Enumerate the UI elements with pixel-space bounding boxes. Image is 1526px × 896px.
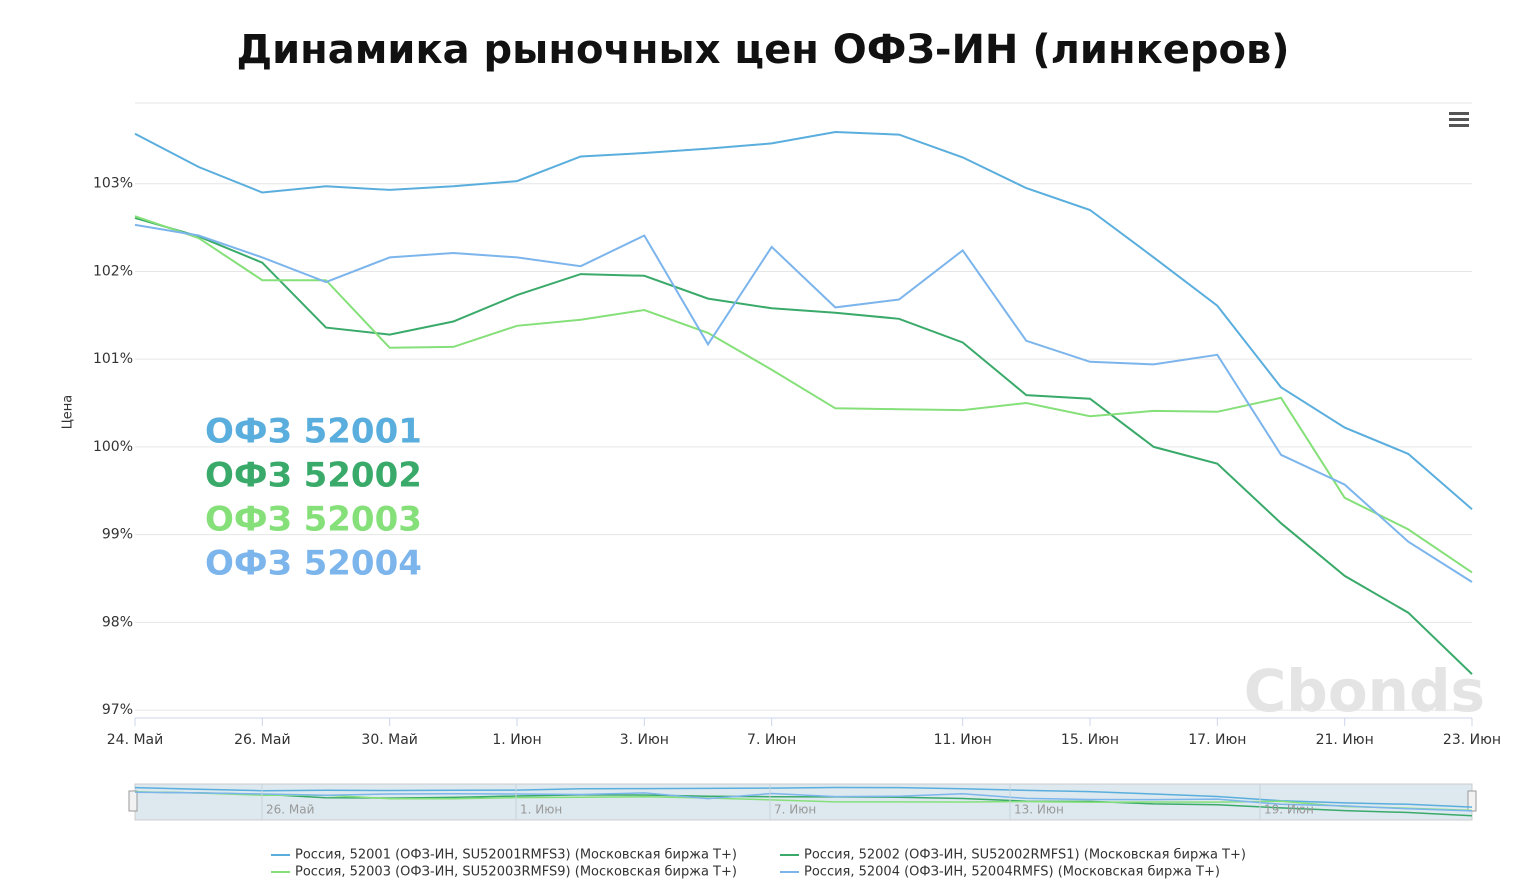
y-tick-label: 102% [93, 263, 133, 279]
navigator-handle[interactable] [128, 790, 138, 812]
navigator-line [134, 786, 1473, 808]
navigator-label: 1. Июн [520, 803, 562, 817]
navigator-label: 26. Май [266, 803, 314, 817]
x-tick-label: 1. Июн [492, 732, 541, 748]
x-tick-label: 3. Июн [620, 732, 669, 748]
chart-title: Динамика рыночных цен ОФЗ-ИН (линкеров) [236, 27, 1289, 73]
series-line [134, 223, 1473, 583]
x-tick-label: 26. Май [234, 732, 290, 748]
navigator-handle[interactable] [1467, 790, 1477, 812]
y-tick-label: 99% [102, 527, 133, 543]
x-tick-label: 24. Май [107, 732, 163, 748]
y-axis-label: Цена [61, 395, 76, 430]
y-tick-label: 100% [93, 439, 133, 455]
x-tick-label: 17. Июн [1188, 732, 1246, 748]
x-tick-label: 15. Июн [1061, 732, 1119, 748]
navigator-line [134, 791, 1473, 817]
series-line [134, 130, 1473, 510]
legend-label: Россия, 52002 (ОФЗ-ИН, SU52002RMFS1) (Мо… [804, 848, 1246, 863]
menu-icon[interactable] [1449, 112, 1469, 127]
series-annotation: ОФЗ 52003 [205, 500, 422, 540]
series-annotation: ОФЗ 52004 [205, 544, 422, 584]
x-tick-label: 11. Июн [934, 732, 992, 748]
legend-label: Россия, 52003 (ОФЗ-ИН, SU52003RMFS9) (Мо… [295, 865, 737, 880]
legend-label: Россия, 52001 (ОФЗ-ИН, SU52001RMFS3) (Мо… [295, 848, 737, 863]
series-annotation: ОФЗ 52001 [205, 412, 422, 452]
series-line [134, 216, 1473, 675]
y-tick-label: 98% [102, 614, 133, 630]
y-tick-label: 101% [93, 351, 133, 367]
navigator-line [134, 791, 1473, 812]
x-tick-label: 23. Июн [1443, 732, 1501, 748]
legend-label: Россия, 52004 (ОФЗ-ИН, 52004RMFS) (Моско… [804, 865, 1220, 880]
x-tick-label: 7. Июн [747, 732, 796, 748]
navigator-label: 7. Июн [774, 803, 816, 817]
navigator-label: 13. Июн [1014, 803, 1064, 817]
y-tick-label: 97% [102, 702, 133, 718]
watermark: Cbonds [1244, 657, 1485, 725]
x-tick-label: 21. Июн [1316, 732, 1374, 748]
series-annotation: ОФЗ 52002 [205, 456, 422, 496]
y-tick-label: 103% [93, 176, 133, 192]
x-tick-label: 30. Май [361, 732, 417, 748]
navigator-label: 19. Июн [1264, 803, 1314, 817]
